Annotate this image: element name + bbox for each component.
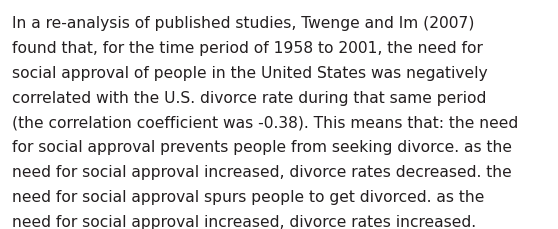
- Text: need for social approval increased, divorce rates increased.: need for social approval increased, divo…: [12, 214, 477, 229]
- Text: need for social approval spurs people to get divorced. as the: need for social approval spurs people to…: [12, 189, 485, 204]
- Text: correlated with the U.S. divorce rate during that same period: correlated with the U.S. divorce rate du…: [12, 90, 487, 105]
- Text: found that, for the time period of 1958 to 2001, the need for: found that, for the time period of 1958 …: [12, 41, 483, 56]
- Text: for social approval prevents people from seeking divorce. as the: for social approval prevents people from…: [12, 140, 512, 155]
- Text: need for social approval increased, divorce rates decreased. the: need for social approval increased, divo…: [12, 164, 512, 179]
- Text: In a re-analysis of published studies, Twenge and Im (2007): In a re-analysis of published studies, T…: [12, 16, 475, 31]
- Text: (the correlation coefficient was -0.38). This means that: the need: (the correlation coefficient was -0.38).…: [12, 115, 518, 130]
- Text: social approval of people in the United States was negatively: social approval of people in the United …: [12, 65, 488, 80]
